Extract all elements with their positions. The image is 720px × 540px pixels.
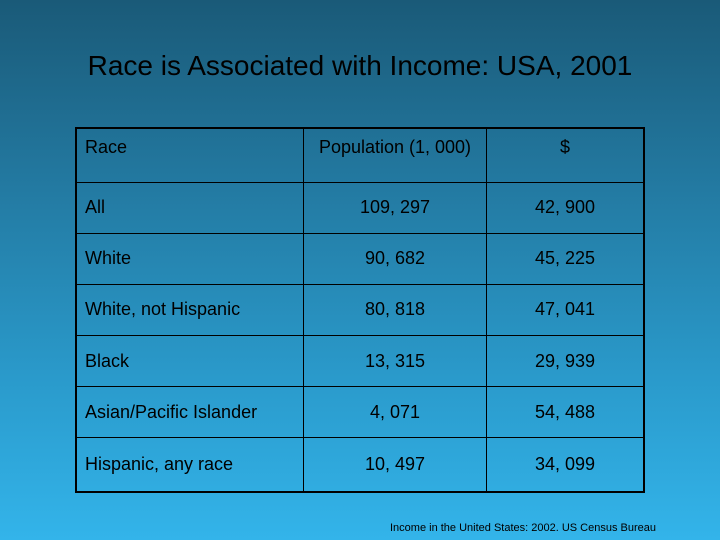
table-row: All 109, 297 42, 900 [75, 181, 645, 234]
cell-race: Black [75, 335, 304, 388]
slide-title: Race is Associated with Income: USA, 200… [87, 50, 633, 81]
cell-race: All [75, 181, 304, 234]
cell-income: 29, 939 [486, 335, 645, 388]
table-row: Hispanic, any race 10, 497 34, 099 [75, 437, 645, 493]
cell-race: Asian/Pacific Islander [75, 386, 304, 439]
table-row: White 90, 682 45, 225 [75, 232, 645, 285]
cell-income: 54, 488 [486, 386, 645, 439]
source-note: Income in the United States: 2002. US Ce… [390, 522, 656, 534]
cell-income: 42, 900 [486, 181, 645, 234]
cell-population: 80, 818 [303, 283, 487, 337]
cell-income: 47, 041 [486, 283, 645, 337]
cell-income: 45, 225 [486, 232, 645, 285]
table-header-row: Race Population (1, 000) $ [75, 127, 645, 183]
income-table: Race Population (1, 000) $ All 109, 297 … [75, 127, 645, 493]
cell-race: White [75, 232, 304, 285]
cell-race: White, not Hispanic [75, 283, 304, 337]
table-row: Asian/Pacific Islander 4, 071 54, 488 [75, 386, 645, 439]
cell-population: 90, 682 [303, 232, 487, 285]
header-income: $ [486, 127, 645, 183]
cell-race: Hispanic, any race [75, 437, 304, 493]
header-population: Population (1, 000) [303, 127, 487, 183]
table-row: White, not Hispanic 80, 818 47, 041 [75, 283, 645, 337]
cell-population: 13, 315 [303, 335, 487, 388]
table-row: Black 13, 315 29, 939 [75, 335, 645, 388]
cell-population: 4, 071 [303, 386, 487, 439]
cell-population: 10, 497 [303, 437, 487, 493]
header-race: Race [75, 127, 304, 183]
cell-population: 109, 297 [303, 181, 487, 234]
cell-income: 34, 099 [486, 437, 645, 493]
